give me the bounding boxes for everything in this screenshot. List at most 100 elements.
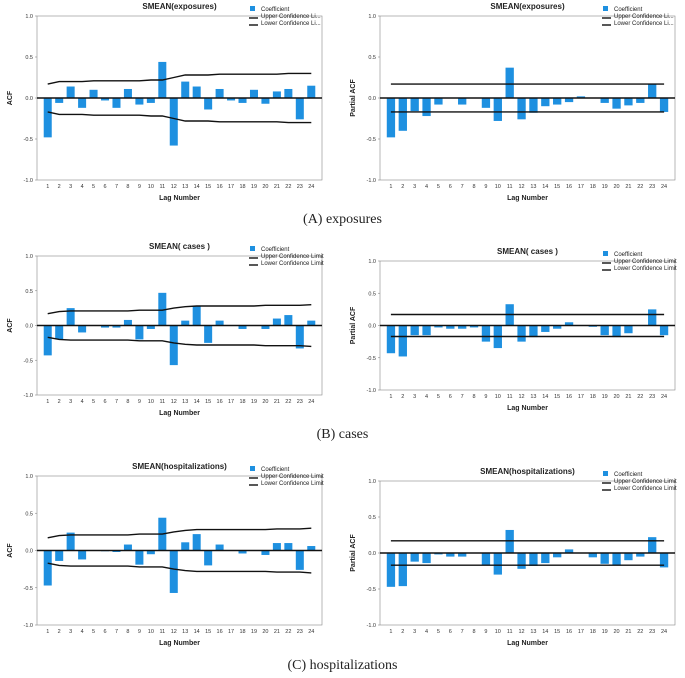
x-tick-label: 21 xyxy=(274,629,280,635)
chart-title: SMEAN(exposures) xyxy=(490,2,565,11)
x-tick-label: 8 xyxy=(126,184,129,190)
upper-confidence-line xyxy=(47,527,312,539)
acf-bar xyxy=(576,96,586,98)
acf-bar xyxy=(238,98,247,103)
y-tick-label: 0.5 xyxy=(368,55,376,61)
x-tick-label: 9 xyxy=(484,394,487,400)
x-tick-label: 22 xyxy=(285,629,291,635)
x-tick-label: 17 xyxy=(228,184,234,190)
acf-bar xyxy=(481,98,491,108)
x-tick-label: 10 xyxy=(495,394,501,400)
x-tick-label: 5 xyxy=(92,629,95,635)
acf-bar xyxy=(307,85,316,98)
y-axis-label: Partial ACF xyxy=(350,306,357,344)
acf-bar xyxy=(553,325,562,329)
x-tick-label: 16 xyxy=(566,184,572,190)
acf-bar xyxy=(146,550,155,555)
acf-bar xyxy=(659,325,669,336)
x-tick-label: 4 xyxy=(81,184,84,190)
acf-bar xyxy=(624,98,633,106)
acf-bar xyxy=(55,325,64,340)
acf-bar xyxy=(215,320,224,326)
acf-bar xyxy=(66,308,75,326)
acf-bar xyxy=(469,325,479,328)
x-tick-label: 23 xyxy=(649,184,655,190)
acf-bar xyxy=(541,98,550,107)
acf-bar xyxy=(146,325,155,329)
x-tick-label: 21 xyxy=(625,184,631,190)
x-tick-label: 6 xyxy=(103,629,106,635)
acf-bar xyxy=(493,553,502,575)
acf-bar xyxy=(238,325,247,329)
x-tick-label: 2 xyxy=(401,184,404,190)
y-tick-label: 1.0 xyxy=(25,14,33,20)
chart-title: SMEAN( cases ) xyxy=(149,242,210,251)
legend-label: Upper Confidence Limit xyxy=(261,254,324,260)
x-tick-label: 4 xyxy=(425,394,428,400)
acf-bar xyxy=(146,98,155,103)
caption-exposures: (A) exposures xyxy=(303,212,382,227)
x-tick-label: 3 xyxy=(413,629,416,635)
x-tick-label: 21 xyxy=(625,629,631,635)
y-tick-label: 0.0 xyxy=(368,551,376,557)
x-tick-label: 8 xyxy=(126,629,129,635)
x-tick-label: 19 xyxy=(251,184,257,190)
x-tick-label: 11 xyxy=(507,394,513,400)
acf-bar xyxy=(517,325,526,342)
x-tick-label: 16 xyxy=(217,399,223,405)
acf-bar xyxy=(181,320,190,326)
acf-bar xyxy=(422,553,431,564)
acf-bar xyxy=(101,325,110,328)
x-tick-label: 20 xyxy=(614,184,620,190)
y-tick-label: 0.0 xyxy=(368,324,376,330)
x-tick-label: 18 xyxy=(239,399,245,405)
x-tick-label: 5 xyxy=(437,629,440,635)
acf-bar xyxy=(659,98,669,112)
legend-label: Upper Confidence Limit xyxy=(614,479,677,485)
x-tick-label: 11 xyxy=(159,184,165,190)
acf-bar xyxy=(600,98,609,103)
acf-bar xyxy=(272,543,281,551)
x-tick-label: 14 xyxy=(194,399,200,405)
acf-bar xyxy=(446,325,455,329)
acf-bar xyxy=(204,98,213,110)
x-tick-label: 10 xyxy=(148,629,154,635)
acf-bar xyxy=(636,98,645,103)
x-tick-label: 6 xyxy=(449,629,452,635)
legend-swatch-coefficient xyxy=(603,6,608,11)
acf-bar xyxy=(135,98,144,105)
acf-bar xyxy=(181,81,190,98)
x-tick-label: 2 xyxy=(401,629,404,635)
acf-bar xyxy=(227,98,236,101)
y-tick-label: 0.5 xyxy=(25,511,33,517)
x-tick-label: 23 xyxy=(297,399,303,405)
x-tick-label: 4 xyxy=(81,399,84,405)
x-tick-label: 19 xyxy=(251,399,257,405)
acf-bar xyxy=(284,543,293,551)
y-tick-label: -1.0 xyxy=(367,623,376,629)
lower-confidence-line xyxy=(47,562,312,574)
acf-bar xyxy=(410,98,419,112)
legend-label: Lower Confidence Li... xyxy=(261,21,321,27)
chart-title: SMEAN(exposures) xyxy=(142,2,217,11)
x-tick-label: 22 xyxy=(637,629,643,635)
x-tick-label: 9 xyxy=(484,629,487,635)
x-tick-label: 17 xyxy=(228,629,234,635)
acf-bar xyxy=(481,325,491,342)
acf-bar xyxy=(55,550,64,561)
x-tick-label: 14 xyxy=(194,184,200,190)
y-axis-label: Partial ACF xyxy=(350,79,357,117)
acf-bar xyxy=(158,292,167,326)
acf-bar xyxy=(204,325,213,343)
legend-label: Upper Confidence Limit xyxy=(614,259,677,265)
caption-cases: (B) cases xyxy=(316,427,369,442)
x-tick-label: 22 xyxy=(285,399,291,405)
acf-bar xyxy=(284,315,293,326)
x-tick-label: 18 xyxy=(239,184,245,190)
acf-bar xyxy=(458,553,467,557)
x-tick-label: 20 xyxy=(262,184,268,190)
x-tick-label: 7 xyxy=(115,184,118,190)
x-tick-label: 16 xyxy=(566,629,572,635)
legend-label: Coefficient xyxy=(614,252,643,258)
x-tick-label: 14 xyxy=(194,629,200,635)
